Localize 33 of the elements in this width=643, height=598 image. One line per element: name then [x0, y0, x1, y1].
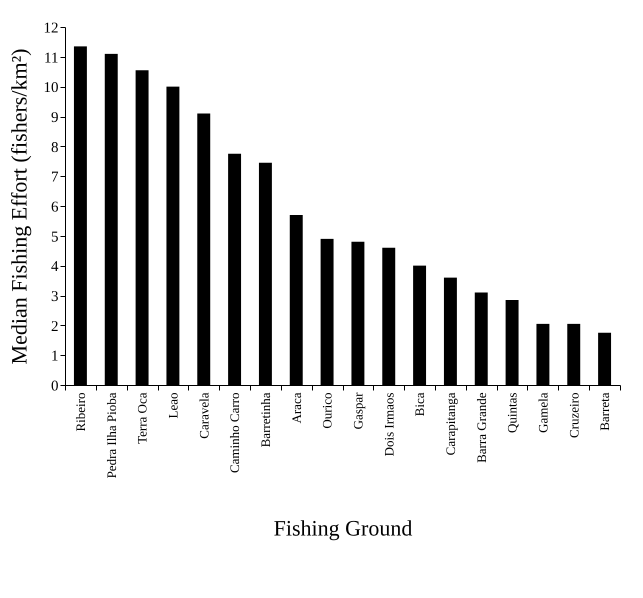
- x-tick-label: Terra Oca: [134, 392, 150, 444]
- x-tick-label: Gaspar: [350, 392, 366, 430]
- x-tick-label: Barreta: [597, 392, 612, 431]
- y-tick-label: 10: [44, 80, 58, 96]
- x-tick-label: Bica: [412, 392, 428, 416]
- x-tick-label: Dois Irmaos: [381, 392, 396, 456]
- x-tick-label: Leao: [165, 392, 180, 418]
- x-tick-label: Caminho Carro: [227, 392, 242, 474]
- y-tick-label: 8: [51, 140, 58, 156]
- y-tick-label: 2: [51, 318, 58, 335]
- x-tick-label: Araca: [288, 392, 304, 424]
- y-tick-label: 9: [51, 110, 58, 126]
- x-tick-label: Ribeiro: [72, 392, 88, 432]
- x-tick-label: Carapitanga: [442, 392, 458, 456]
- y-axis-title: Median Fishing Effort (fishers/km²): [6, 48, 32, 364]
- x-tick-label: Barretinha: [258, 392, 273, 448]
- y-tick-label: 7: [51, 170, 59, 186]
- y-tick-label: 5: [51, 229, 58, 246]
- y-tick-label: 4: [51, 259, 59, 276]
- x-tick-label: Gamela: [535, 392, 550, 433]
- y-tick-label: 1: [51, 348, 58, 365]
- y-tick-label: 6: [51, 200, 59, 216]
- y-tick-label: 12: [44, 20, 58, 36]
- x-axis-title: Fishing Ground: [274, 515, 412, 540]
- x-tick-label: Caravela: [196, 392, 212, 439]
- x-tick-label: Pedra Ilha Pioba: [104, 392, 119, 478]
- x-tick-label: Quintas: [504, 392, 520, 433]
- x-tick-label: Cruzeiro: [566, 392, 582, 438]
- x-tick-label: Barra Grande: [474, 392, 489, 463]
- y-tick-label: 11: [44, 50, 58, 66]
- x-tick-label: Ourico: [320, 392, 335, 429]
- y-tick-label: 3: [51, 289, 58, 305]
- y-tick-label: 0: [51, 378, 58, 394]
